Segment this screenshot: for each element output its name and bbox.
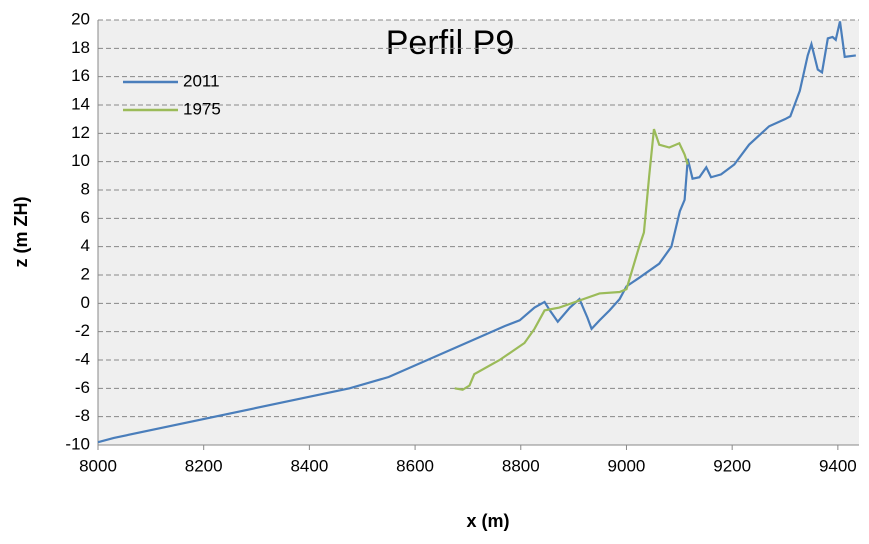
y-tick-label: -6 xyxy=(75,378,90,397)
y-tick-label: 10 xyxy=(71,151,90,170)
legend-label: 2011 xyxy=(183,71,220,90)
x-axis-label: x (m) xyxy=(466,511,509,531)
y-tick-label: -4 xyxy=(75,349,90,368)
x-tick-label: 9400 xyxy=(819,456,857,475)
y-tick-label: 16 xyxy=(71,66,90,85)
y-tick-label: 0 xyxy=(81,293,90,312)
x-tick-label: 9000 xyxy=(608,456,646,475)
y-tick-label: 4 xyxy=(81,236,90,255)
x-tick-label: 8400 xyxy=(290,456,328,475)
y-axis-label: z (m ZH) xyxy=(11,197,31,268)
y-tick-label: 8 xyxy=(81,179,90,198)
y-tick-label: 12 xyxy=(71,123,90,142)
y-tick-label: 20 xyxy=(71,9,90,28)
legend-label: 1975 xyxy=(183,99,221,118)
x-tick-label: 8200 xyxy=(185,456,223,475)
x-tick-label: 8800 xyxy=(502,456,540,475)
y-tick-label: 14 xyxy=(71,94,90,113)
y-tick-label: -8 xyxy=(75,406,90,425)
x-tick-label: 8000 xyxy=(79,456,117,475)
plot-area xyxy=(98,20,859,445)
x-tick-label: 9200 xyxy=(713,456,751,475)
y-tick-label: -10 xyxy=(65,434,90,453)
data-line xyxy=(454,128,689,391)
y-tick-label: 6 xyxy=(81,208,90,227)
data-line xyxy=(97,21,856,444)
y-tick-label: 2 xyxy=(81,264,90,283)
y-tick-label: 18 xyxy=(71,38,90,57)
y-tick-label: -2 xyxy=(75,321,90,340)
x-tick-label: 8600 xyxy=(396,456,434,475)
chart-title: Perfil P9 xyxy=(386,24,515,62)
